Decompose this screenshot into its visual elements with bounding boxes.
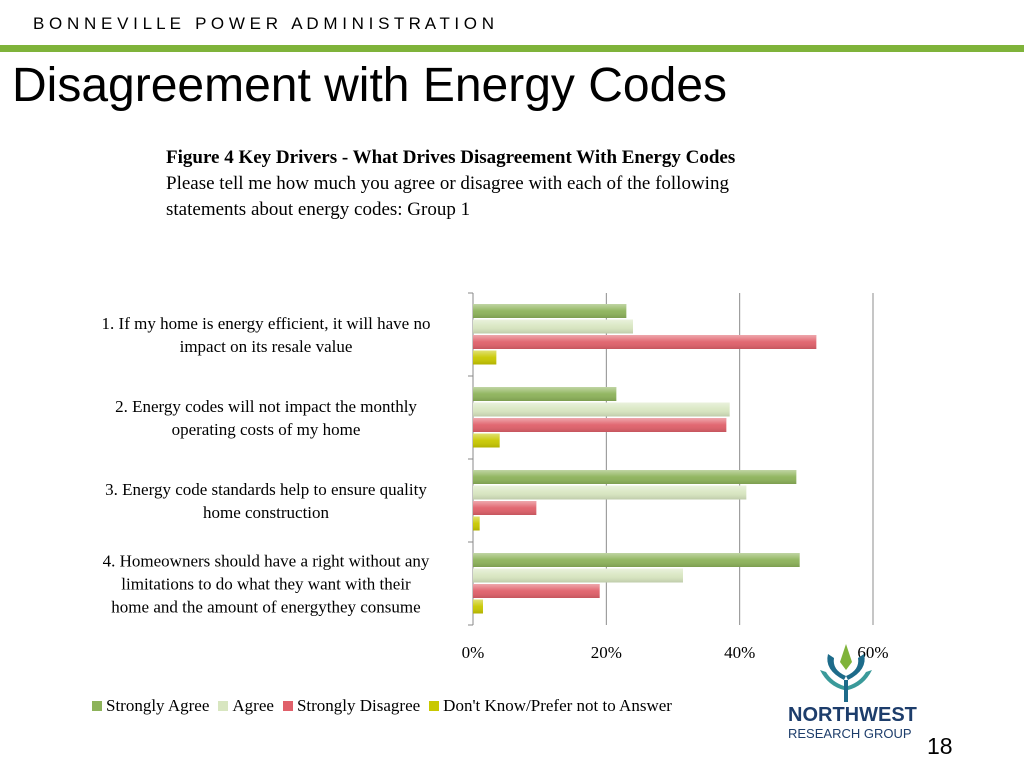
org-name: B O N N E V I L L E P O W E R A D M I N … (33, 14, 495, 33)
legend-item: Strongly Disagree (282, 696, 421, 716)
bar-highlight (473, 485, 747, 500)
bar-highlight (473, 319, 633, 334)
bar-highlight (473, 350, 497, 365)
figure-caption: Figure 4 Key Drivers - What Drives Disag… (166, 145, 786, 223)
logo-subtitle: RESEARCH GROUP (788, 726, 912, 741)
header-rule (0, 45, 1024, 52)
bar-highlight (473, 402, 730, 417)
northwest-research-logo: NORTHWEST RESEARCH GROUP (788, 640, 917, 744)
legend-label: Agree (232, 696, 274, 715)
figure-title: Figure 4 Key Drivers - What Drives Disag… (166, 147, 736, 168)
legend-item: Strongly Agree (92, 696, 209, 716)
legend-swatch (92, 701, 102, 711)
bar-highlight (473, 568, 683, 583)
x-tick-labels: 0% 20% 40% 60% (462, 643, 889, 662)
legend-label: Strongly Disagree (296, 696, 421, 715)
legend-label: Don't Know/Prefer not to Answer (443, 696, 672, 715)
category-label: 3. Energy code standards help to ensure … (105, 480, 427, 522)
x-tick-label: 40% (724, 643, 755, 662)
org-header: B O N N E V I L L E P O W E R A D M I N … (0, 8, 1024, 52)
category-labels: 1. If my home is energy efficient, it wi… (102, 314, 431, 617)
chart-legend: Strongly Agree Agree Strongly Disagree Don'… (92, 694, 681, 718)
bar-highlight (473, 501, 537, 515)
bar-highlight (473, 516, 480, 531)
x-tick-label: 60% (857, 643, 888, 662)
legend-swatch (282, 701, 293, 711)
bar-highlight (473, 553, 800, 567)
legend-item: Don't Know/Prefer not to Answer (429, 696, 672, 716)
bar-highlight (473, 433, 500, 448)
bar-highlight (473, 304, 627, 318)
x-tick-label: 0% (462, 643, 485, 662)
legend-item: Agree (218, 696, 274, 716)
x-tick-label: 20% (591, 643, 622, 662)
bar-highlight (473, 584, 600, 598)
bars (473, 304, 817, 614)
slide-title: Disagreement with Energy Codes (12, 59, 728, 112)
bar-highlight (473, 470, 797, 484)
page-number: 18 (927, 733, 953, 759)
legend-swatch (218, 701, 229, 711)
figure-question: Please tell me how much you agree or dis… (166, 173, 729, 220)
logo-name: NORTHWEST (788, 704, 917, 726)
logo-mark-icon (820, 644, 872, 702)
bar-highlight (473, 335, 817, 349)
category-label: 4. Homeowners should have a right withou… (103, 552, 430, 617)
legend-label: Strongly Agree (106, 696, 210, 715)
bar-highlight (473, 387, 617, 401)
bar-highlight (473, 599, 483, 614)
bar-highlight (473, 418, 727, 432)
category-label: 2. Energy codes will not impact the mont… (115, 397, 417, 439)
category-label: 1. If my home is energy efficient, it wi… (102, 314, 431, 356)
legend-swatch (429, 701, 440, 711)
